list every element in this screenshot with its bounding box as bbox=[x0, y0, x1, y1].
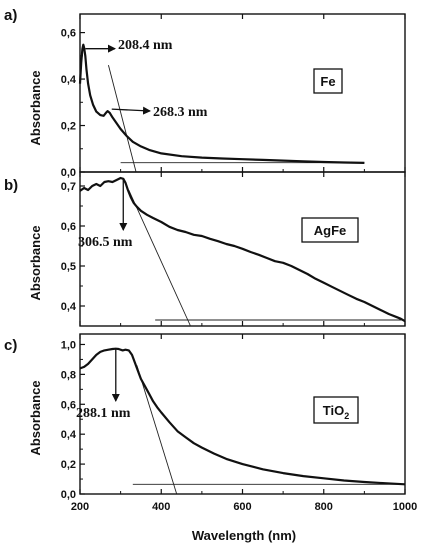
y-tick-label: 0,4 bbox=[61, 74, 77, 86]
y-tick-label: 0,7 bbox=[61, 181, 76, 193]
panel-c-legend: TiO2 bbox=[313, 396, 359, 424]
panel-b-plot: 0,4 0,5 0,6 0,7 306.5 nm bbox=[61, 171, 406, 327]
y-tick-label: 0,4 bbox=[61, 429, 77, 441]
annotation-label: 306.5 nm bbox=[78, 235, 133, 250]
y-tick-label: 0,6 bbox=[61, 28, 76, 40]
panel-b-legend: AgFe bbox=[301, 217, 359, 243]
panel-c-ylabel: Absorbance bbox=[28, 380, 43, 455]
y-tick-label: 0,0 bbox=[61, 489, 76, 501]
tangent-line bbox=[128, 189, 191, 327]
panel-b: b) Absorbance 0,4 0,5 0,6 0,7 306.5 nm AgFe bbox=[4, 171, 406, 327]
annotation-label: 208.4 nm bbox=[118, 38, 173, 53]
x-tick-label: 400 bbox=[152, 501, 170, 513]
panel-a-legend-box bbox=[313, 68, 343, 94]
x-tick-label: 200 bbox=[71, 501, 89, 513]
legend-subscript: 2 bbox=[344, 411, 349, 421]
absorbance-series-line bbox=[79, 176, 406, 323]
y-tick-label: 0,0 bbox=[61, 167, 76, 179]
tangent-line bbox=[136, 365, 178, 495]
legend-base: TiO bbox=[323, 403, 344, 418]
panel-b-legend-text: AgFe bbox=[314, 223, 347, 238]
panel-b-ylabel: Absorbance bbox=[28, 225, 43, 300]
x-axis-title: Wavelength (nm) bbox=[192, 528, 296, 543]
panel-c-plot: 0,0 0,2 0,4 0,6 0,8 1,0 200 400 600 800 1000 288.1 … bbox=[61, 333, 417, 513]
y-tick-label: 0,6 bbox=[61, 399, 76, 411]
panel-c-label: c) bbox=[4, 337, 17, 354]
x-tick-label: 600 bbox=[233, 501, 251, 513]
absorbance-series-line bbox=[78, 43, 365, 164]
panel-c-legend-box bbox=[313, 396, 359, 424]
y-tick-label: 0,4 bbox=[61, 301, 77, 313]
absorbance-series-line bbox=[79, 347, 406, 486]
tangent-line bbox=[108, 65, 137, 173]
y-tick-label: 0,8 bbox=[61, 369, 76, 381]
y-tick-label: 0,2 bbox=[61, 121, 76, 133]
y-tick-label: 0,6 bbox=[61, 221, 76, 233]
x-tick-label: 1000 bbox=[393, 501, 417, 513]
panel-b-legend-box bbox=[301, 217, 359, 243]
y-tick-label: 1,0 bbox=[61, 339, 76, 351]
y-tick-label: 0,5 bbox=[61, 261, 76, 273]
panel-c: c) Absorbance 0,0 0,2 0,4 0,6 0,8 1,0 200 400 60… bbox=[4, 333, 417, 513]
panel-a-legend-text: Fe bbox=[320, 74, 335, 89]
panel-a-legend: Fe bbox=[313, 68, 343, 94]
panel-b-label: b) bbox=[4, 177, 18, 194]
panel-a-ylabel: Absorbance bbox=[28, 70, 43, 145]
panel-a-plot: 0,0 0,2 0,4 0,6 208.4 nm 268.3 nm bbox=[61, 13, 406, 179]
annotation-label: 268.3 nm bbox=[153, 105, 208, 120]
annotation-label: 288.1 nm bbox=[76, 406, 131, 421]
panel-c-legend-text: TiO2 bbox=[323, 403, 349, 421]
y-tick-label: 0,2 bbox=[61, 459, 76, 471]
x-tick-label: 800 bbox=[315, 501, 333, 513]
panel-a: a) Absorbance 0,0 0,2 0,4 0,6 208.4 nm 268.3 … bbox=[4, 7, 406, 179]
annotation-arrow bbox=[111, 106, 151, 115]
panel-a-label: a) bbox=[4, 7, 17, 24]
